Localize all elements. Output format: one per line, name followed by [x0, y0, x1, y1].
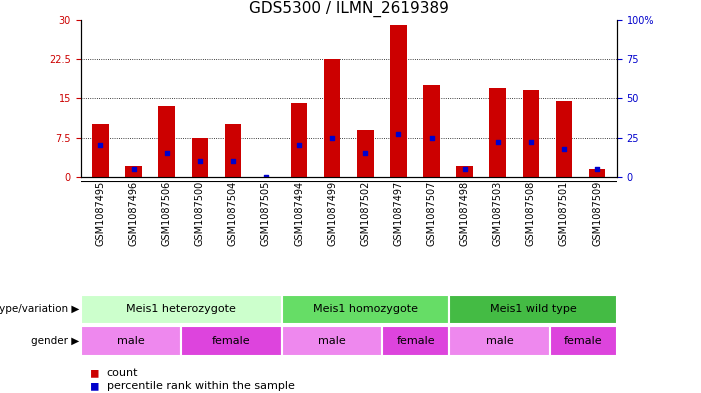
Text: GSM1087496: GSM1087496: [128, 181, 139, 246]
Point: [294, 142, 305, 149]
Point: [260, 174, 271, 180]
Point: [492, 139, 503, 145]
Point: [128, 166, 139, 172]
Point: [194, 158, 205, 164]
Bar: [357, 130, 374, 177]
Bar: [423, 85, 440, 177]
Text: GSM1087499: GSM1087499: [327, 181, 337, 246]
Bar: [224, 125, 241, 177]
Bar: [125, 166, 142, 177]
Text: ■: ■: [91, 366, 106, 379]
Bar: [456, 166, 473, 177]
Bar: [522, 90, 539, 177]
Text: percentile rank within the sample: percentile rank within the sample: [107, 381, 294, 391]
Bar: [556, 101, 572, 177]
Text: GSM1087505: GSM1087505: [261, 181, 271, 246]
Bar: [93, 125, 109, 177]
Text: GSM1087509: GSM1087509: [592, 181, 602, 246]
Point: [592, 166, 603, 172]
Text: genotype/variation ▶: genotype/variation ▶: [0, 305, 79, 314]
Bar: [158, 106, 175, 177]
Text: female: female: [564, 336, 603, 346]
Bar: [390, 25, 407, 177]
Text: GSM1087508: GSM1087508: [526, 181, 536, 246]
Bar: [589, 169, 605, 177]
Point: [525, 139, 536, 145]
Text: GSM1087495: GSM1087495: [95, 181, 105, 246]
Point: [360, 150, 371, 156]
Text: Meis1 wild type: Meis1 wild type: [490, 305, 576, 314]
Title: GDS5300 / ILMN_2619389: GDS5300 / ILMN_2619389: [249, 1, 449, 17]
Text: female: female: [212, 336, 251, 346]
Text: male: male: [486, 336, 513, 346]
Text: gender ▶: gender ▶: [31, 336, 79, 346]
Text: Meis1 heterozygote: Meis1 heterozygote: [126, 305, 236, 314]
Bar: [550, 326, 617, 356]
Text: GSM1087497: GSM1087497: [393, 181, 403, 246]
Text: GSM1087507: GSM1087507: [426, 181, 437, 246]
Bar: [181, 326, 282, 356]
Text: GSM1087503: GSM1087503: [493, 181, 503, 246]
Text: GSM1087502: GSM1087502: [360, 181, 370, 246]
Bar: [324, 59, 341, 177]
Text: GSM1087504: GSM1087504: [228, 181, 238, 246]
Text: GSM1087494: GSM1087494: [294, 181, 304, 246]
Text: GSM1087500: GSM1087500: [195, 181, 205, 246]
Bar: [81, 326, 181, 356]
Point: [558, 145, 569, 152]
Text: GSM1087498: GSM1087498: [460, 181, 470, 246]
Point: [393, 131, 404, 138]
Bar: [449, 295, 617, 324]
Text: male: male: [117, 336, 145, 346]
Text: GSM1087501: GSM1087501: [559, 181, 569, 246]
Text: Meis1 homozygote: Meis1 homozygote: [313, 305, 418, 314]
Bar: [449, 326, 550, 356]
Text: GSM1087506: GSM1087506: [162, 181, 172, 246]
Bar: [382, 326, 449, 356]
Bar: [291, 103, 307, 177]
Bar: [489, 88, 506, 177]
Point: [161, 150, 172, 156]
Point: [426, 134, 437, 141]
Bar: [282, 295, 449, 324]
Text: count: count: [107, 367, 138, 378]
Bar: [191, 138, 208, 177]
Point: [327, 134, 338, 141]
Point: [227, 158, 238, 164]
Text: male: male: [318, 336, 346, 346]
Bar: [81, 295, 282, 324]
Point: [95, 142, 106, 149]
Bar: [282, 326, 382, 356]
Text: ■: ■: [91, 379, 106, 393]
Point: [459, 166, 470, 172]
Text: female: female: [397, 336, 435, 346]
